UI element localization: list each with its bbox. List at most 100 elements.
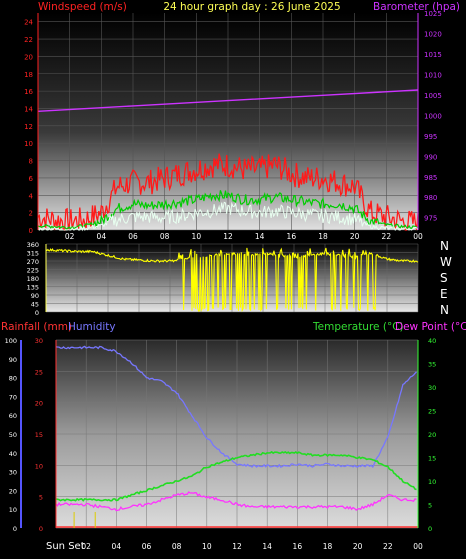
temperature-axis-ticks: 0 5 10 15 20 25 30 35 40 (417, 337, 436, 533)
dewpoint-line (55, 491, 417, 512)
wind-tick-label: 10 (24, 140, 33, 148)
direction-tick-label: 225 (27, 267, 39, 275)
direction-tick-label: 180 (27, 275, 39, 283)
rain-tick-label: 30 (35, 337, 43, 345)
humidity-tick-label: 60 (9, 412, 17, 420)
direction-tick-label: 0 (35, 309, 39, 317)
compass-n-bottom: N (440, 303, 449, 317)
wind-x-tick-label: 02 (65, 232, 75, 241)
temperature-tick-label: 15 (428, 455, 436, 463)
wind-tick-label: 22 (24, 36, 33, 44)
humidity-tick-label: 90 (9, 356, 17, 364)
temperature-label: Temperature (°C) (312, 321, 404, 333)
wind-x-tick-label: 04 (97, 232, 107, 241)
barometer-tick-label: 1000 (424, 112, 442, 120)
sunset-label: Sun Set (46, 541, 85, 552)
rainfall-label: Rainfall (mm) (1, 321, 72, 333)
direction-tick-label: 360 (27, 241, 39, 249)
barometer-axis-ticks: 975 980 985 990 995 1000 1005 1010 1015 1020 1025 (417, 10, 442, 230)
wind-tick-label: 18 (24, 71, 33, 79)
bottom-x-tick-label: 12 (232, 542, 242, 551)
rain-tick-label: 10 (35, 462, 43, 470)
bottom-x-tick-label: 18 (323, 542, 333, 551)
wind-grid (38, 13, 419, 231)
direction-tick-label: 270 (27, 258, 39, 266)
humidity-tick-label: 20 (9, 487, 17, 495)
wind-average-line (37, 190, 419, 230)
rain-tick-label: 5 (39, 494, 43, 502)
rain-tick-label: 20 (35, 400, 43, 408)
wind-x-tick-label: 14 (255, 232, 265, 241)
compass-e: E (440, 287, 448, 301)
wind-direction-line (45, 247, 419, 313)
bottom-x-tick-label: 16 (293, 542, 303, 551)
temperature-tick-label: 10 (428, 478, 436, 486)
rain-axis-ticks: 0 5 10 15 20 25 30 (35, 337, 57, 533)
wind-tick-label: 2 (29, 210, 33, 218)
barometer-tick-label: 980 (424, 194, 437, 202)
humidity-tick-label: 0 (13, 525, 17, 533)
humidity-tick-label: 30 (9, 469, 17, 477)
temperature-tick-label: 35 (428, 361, 436, 369)
barometer-tick-label: 985 (424, 174, 437, 182)
barometer-tick-label: 1010 (424, 71, 442, 79)
wind-x-tick-label: 00 (413, 232, 423, 241)
bottom-x-tick-label: 02 (81, 542, 91, 551)
bottom-x-tick-label: 04 (112, 542, 122, 551)
humidity-axis-ticks: 0 10 20 30 40 50 60 70 80 90 100 (5, 337, 22, 533)
humidity-line (55, 345, 417, 469)
wind-tick-label: 20 (24, 53, 33, 61)
wind-x-tick-label: 20 (350, 232, 360, 241)
direction-tick-label: 135 (27, 284, 39, 292)
humidity-tick-label: 70 (9, 393, 17, 401)
barometer-line (37, 89, 419, 112)
wind-tick-label: 8 (29, 158, 33, 166)
wind-x-tick-label: 08 (160, 232, 170, 241)
wind-tick-label: 24 (24, 19, 33, 27)
barometer-tick-label: 1015 (424, 51, 442, 59)
bottom-x-tick-label: 14 (262, 542, 272, 551)
direction-tick-label: 315 (27, 250, 39, 258)
wind-x-tick-label: 12 (223, 232, 233, 241)
temperature-grid (56, 339, 419, 529)
direction-series (45, 247, 419, 313)
wind-x-axis: 02 04 06 08 10 12 14 16 18 20 22 00 (65, 232, 423, 241)
bottom-x-tick-label: 00 (413, 542, 423, 551)
barometer-label: Barometer (hpa) (373, 1, 460, 13)
bottom-x-tick-label: 10 (202, 542, 212, 551)
wind-x-tick-label: 22 (382, 232, 392, 241)
chart-title: 24 hour graph day : 26 June 2025 (163, 1, 340, 13)
barometer-tick-label: 1025 (424, 10, 442, 18)
bottom-x-tick-label: 22 (383, 542, 393, 551)
compass-s: S (440, 271, 448, 285)
bottom-x-tick-label: 20 (353, 542, 363, 551)
temperature-series (55, 345, 418, 528)
dewpoint-label: Dew Point (°C) (395, 321, 466, 333)
wind-x-tick-label: 16 (287, 232, 297, 241)
windspeed-label: Windspeed (m/s) (38, 1, 127, 13)
rain-tick-label: 15 (35, 431, 43, 439)
humidity-tick-label: 10 (9, 506, 17, 514)
humidity-label: Humidity (68, 321, 116, 333)
barometer-tick-label: 975 (424, 215, 437, 223)
wind-tick-label: 14 (24, 105, 33, 113)
temperature-tick-label: 30 (428, 384, 436, 392)
wind-tick-label: 4 (29, 192, 34, 200)
temperature-tick-label: 5 (428, 502, 432, 510)
wind-tick-label: 6 (29, 175, 34, 183)
wind-tick-label: 16 (24, 88, 33, 96)
humidity-tick-label: 50 (9, 431, 17, 439)
wind-series (37, 89, 419, 232)
wind-x-tick-label: 10 (192, 232, 202, 241)
temperature-line (55, 450, 417, 502)
barometer-tick-label: 1020 (424, 30, 442, 38)
wind-x-tick-label: 06 (128, 232, 138, 241)
humidity-tick-label: 80 (9, 375, 17, 383)
bottom-x-axis: 02 04 06 08 10 12 14 16 18 20 22 00 (81, 542, 423, 551)
humidity-tick-label: 100 (5, 337, 17, 345)
compass-labels: N W S E N (440, 239, 452, 317)
